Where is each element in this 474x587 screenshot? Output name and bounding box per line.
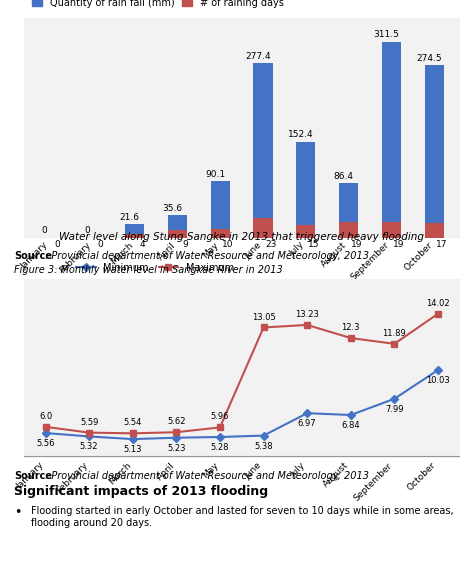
Text: 277.4: 277.4 xyxy=(245,52,271,61)
Text: 311.5: 311.5 xyxy=(374,31,399,39)
Text: 5.23: 5.23 xyxy=(167,444,186,453)
Text: 5.56: 5.56 xyxy=(36,439,55,448)
Bar xyxy=(425,223,444,238)
Maximum xyxy=(392,340,397,348)
Text: 21.6: 21.6 xyxy=(120,212,140,222)
Bar xyxy=(339,183,358,238)
Text: 11.89: 11.89 xyxy=(383,329,406,338)
Text: 5.96: 5.96 xyxy=(210,413,229,421)
Maximum xyxy=(43,423,48,430)
Text: Figure 3: Monthly water level in Sangkae River in 2013: Figure 3: Monthly water level in Sangkae… xyxy=(14,265,283,275)
Minimum xyxy=(43,430,48,437)
Text: 10: 10 xyxy=(222,240,234,249)
Text: 23: 23 xyxy=(265,240,276,249)
Minimum xyxy=(348,411,354,419)
Minimum xyxy=(173,434,179,441)
Text: 6.84: 6.84 xyxy=(341,421,360,430)
Text: 14.02: 14.02 xyxy=(426,299,450,308)
Minimum xyxy=(217,433,223,440)
Legend: Quantity of rain fall (mm), # of raining days: Quantity of rain fall (mm), # of raining… xyxy=(28,0,288,12)
Text: 19: 19 xyxy=(393,240,405,249)
Text: 0: 0 xyxy=(54,240,60,249)
Minimum xyxy=(392,395,397,402)
Text: 90.1: 90.1 xyxy=(205,170,225,178)
Minimum xyxy=(261,432,266,439)
Bar xyxy=(254,218,273,238)
Maximum xyxy=(86,429,92,436)
Text: : Provincial department of Water Resource and Meteorology, 2013: : Provincial department of Water Resourc… xyxy=(45,471,369,481)
Text: : Provincial department of Water Resource and Meteorology, 2013: : Provincial department of Water Resourc… xyxy=(45,251,369,261)
Maximum xyxy=(348,335,354,342)
Text: 5.62: 5.62 xyxy=(167,417,186,426)
Text: 5.54: 5.54 xyxy=(124,419,142,427)
Text: 86.4: 86.4 xyxy=(334,172,354,181)
Line: Maximum: Maximum xyxy=(42,311,441,437)
Minimum xyxy=(304,410,310,417)
Text: 274.5: 274.5 xyxy=(416,53,442,63)
Legend: Minimum, Maximum: Minimum, Maximum xyxy=(72,259,238,276)
Maximum xyxy=(173,429,179,436)
Line: Minimum: Minimum xyxy=(42,367,441,442)
Text: 35.6: 35.6 xyxy=(163,204,182,213)
Bar xyxy=(296,142,316,238)
Maximum xyxy=(435,311,441,318)
Text: 6.0: 6.0 xyxy=(39,412,52,421)
Bar xyxy=(425,65,444,238)
Text: 12.3: 12.3 xyxy=(341,323,360,332)
Maximum xyxy=(261,324,266,331)
Text: 152.4: 152.4 xyxy=(288,130,314,139)
Bar xyxy=(125,224,145,238)
Text: 6.97: 6.97 xyxy=(298,419,317,428)
Text: •: • xyxy=(14,506,22,519)
Minimum xyxy=(130,436,136,443)
Bar xyxy=(382,222,401,238)
Text: 0: 0 xyxy=(97,240,103,249)
Text: 15: 15 xyxy=(308,240,319,249)
Text: 10.03: 10.03 xyxy=(426,376,450,385)
Text: 7.99: 7.99 xyxy=(385,404,404,414)
Text: 0: 0 xyxy=(84,226,90,235)
Text: Flooding started in early October and lasted for seven to 10 days while in some : Flooding started in early October and la… xyxy=(31,506,454,528)
Title: Water level along Stung Sangke in 2013 that triggered heavy flooding: Water level along Stung Sangke in 2013 t… xyxy=(59,232,424,242)
Text: 13.23: 13.23 xyxy=(295,310,319,319)
Bar xyxy=(168,215,187,238)
Text: 5.13: 5.13 xyxy=(123,445,142,454)
Text: 0: 0 xyxy=(41,226,47,235)
Text: 9: 9 xyxy=(182,240,188,249)
Text: 5.32: 5.32 xyxy=(80,443,99,451)
Text: Source: Source xyxy=(14,251,52,261)
Maximum xyxy=(304,322,310,329)
Bar xyxy=(168,230,187,238)
Bar xyxy=(339,222,358,238)
Bar xyxy=(211,181,230,238)
Bar xyxy=(254,63,273,238)
Text: Significant impacts of 2013 flooding: Significant impacts of 2013 flooding xyxy=(14,485,268,498)
Bar xyxy=(125,234,145,238)
Text: Source: Source xyxy=(14,471,52,481)
Maximum xyxy=(217,424,223,431)
Text: 4: 4 xyxy=(140,240,146,249)
Bar xyxy=(296,225,316,238)
Minimum xyxy=(435,366,441,373)
Text: 5.38: 5.38 xyxy=(254,441,273,450)
Text: 17: 17 xyxy=(436,240,447,249)
Text: 5.59: 5.59 xyxy=(80,418,98,427)
Maximum xyxy=(130,430,136,437)
Text: 13.05: 13.05 xyxy=(252,312,275,322)
Minimum xyxy=(86,433,92,440)
Text: 5.28: 5.28 xyxy=(210,443,229,452)
Bar xyxy=(211,230,230,238)
Text: 19: 19 xyxy=(351,240,362,249)
Bar xyxy=(382,42,401,238)
